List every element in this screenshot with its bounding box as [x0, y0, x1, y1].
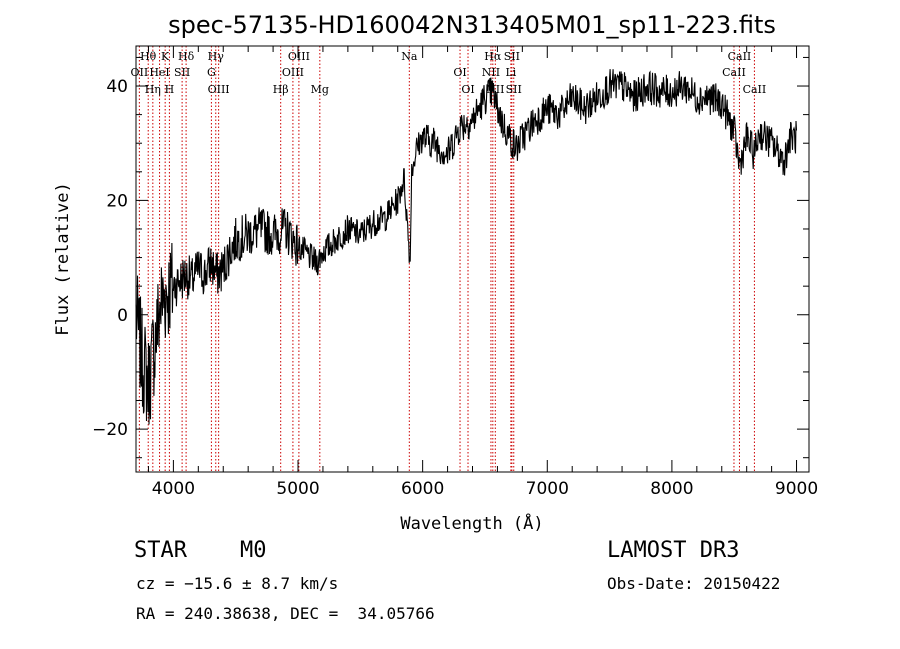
line-label-15: Na — [401, 50, 418, 63]
line-label-7: SII — [174, 66, 190, 79]
line-label-0: Hθ — [140, 50, 157, 63]
redshift-text: cz = −15.6 ± 8.7 km/s — [136, 574, 339, 593]
line-label-19: NII — [482, 66, 500, 79]
line-label-22: Li — [505, 66, 516, 79]
x-axis-label: Wavelength (Å) — [400, 512, 543, 534]
line-label-4: HeI — [149, 66, 169, 79]
x-tick-label-1: 5000 — [276, 479, 319, 499]
survey-label: LAMOST DR3 — [607, 538, 740, 563]
chart-title: spec-57135-HD160042N313405M01_sp11-223.f… — [168, 11, 776, 39]
y-axis-label: Flux (relative) — [53, 182, 73, 336]
line-label-18: Hα — [484, 50, 502, 63]
line-label-10: G — [207, 66, 216, 79]
line-label-12: OIII — [288, 50, 310, 63]
line-label-24: CaII — [728, 50, 752, 63]
line-label-5: H — [165, 83, 175, 96]
line-label-6: Hδ — [178, 50, 195, 63]
coordinates-text: RA = 240.38638, DEC = 34.05766 — [136, 604, 435, 623]
line-label-23: SII — [506, 83, 522, 96]
x-tick-label-5: 9000 — [775, 479, 818, 499]
line-label-11: Hβ — [273, 83, 289, 96]
x-tick-label-0: 4000 — [152, 479, 195, 499]
line-label-1: OII — [131, 66, 149, 79]
object-class: STAR M0 — [134, 538, 267, 563]
x-tick-label-4: 8000 — [650, 479, 693, 499]
line-label-8: OIII — [208, 83, 230, 96]
line-label-2: Hη — [145, 83, 161, 96]
y-tick-label-3: 40 — [106, 77, 128, 97]
line-label-13: OIII — [282, 66, 304, 79]
x-axis-ticks: 4000 5000 6000 7000 8000 9000 — [147, 46, 818, 499]
y-tick-label-1: 0 — [117, 306, 128, 326]
line-label-3: K — [161, 50, 170, 63]
y-tick-label-0: −20 — [92, 420, 128, 440]
x-tick-label-3: 7000 — [526, 479, 569, 499]
y-tick-label-2: 20 — [106, 191, 128, 211]
line-label-16: OI — [453, 66, 466, 79]
obs-date-text: Obs-Date: 20150422 — [607, 574, 781, 593]
spectral-line-markers — [138, 46, 755, 472]
line-label-21: SII — [504, 50, 520, 63]
line-label-14: Mg — [311, 83, 329, 96]
y-axis-ticks: −20 0 20 40 — [92, 56, 809, 459]
line-label-26: CaII — [743, 83, 767, 96]
line-label-25: CaII — [722, 66, 746, 79]
line-label-17: OI — [461, 83, 474, 96]
x-tick-label-2: 6000 — [401, 479, 444, 499]
line-label-9: Hγ — [208, 50, 225, 63]
spectral-line-labels: Hθ OII Hη K HeI H Hδ SII OIII Hγ G Hβ OIII OIII Mg Na OI… — [131, 50, 767, 96]
spectrum-trace — [135, 69, 798, 425]
plot-frame — [135, 45, 810, 473]
